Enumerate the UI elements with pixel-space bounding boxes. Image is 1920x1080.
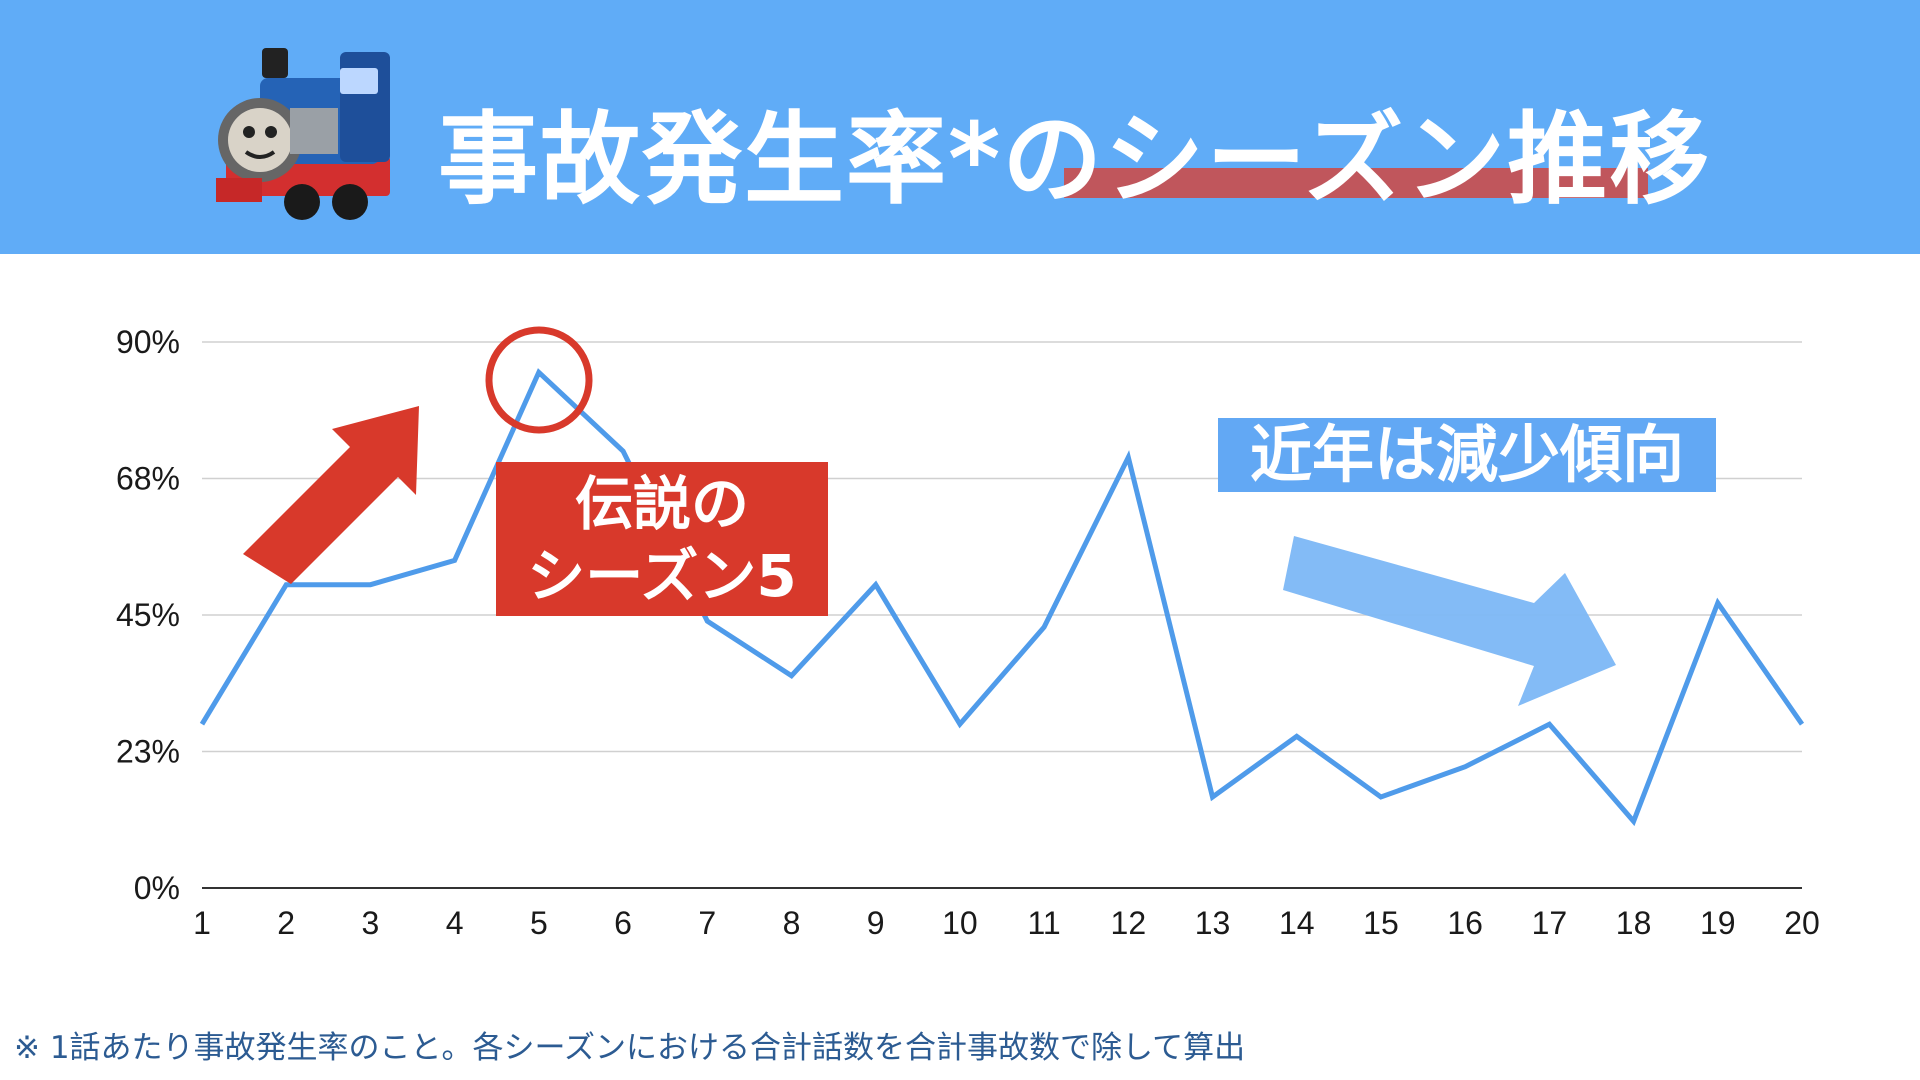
arrow-up-right-icon <box>243 406 419 584</box>
x-tick-label: 20 <box>1784 905 1820 941</box>
x-tick-label: 2 <box>277 905 295 941</box>
gridlines <box>202 341 1802 753</box>
x-tick-label: 10 <box>942 905 978 941</box>
line-chart: 0%23%45%68%90% 1 2 3 4 5 6 7 8 9 10 11 12 13 14 15 16 17… <box>116 324 1820 941</box>
x-tick-label: 6 <box>614 905 632 941</box>
x-tick-label: 8 <box>783 905 801 941</box>
y-tick-label: 0% <box>134 870 180 906</box>
y-tick-label: 68% <box>116 461 180 497</box>
season5-callout: 伝説の シーズン5 <box>496 462 828 616</box>
x-tick-label: 17 <box>1532 905 1568 941</box>
series-line <box>199 368 1805 827</box>
x-tick-label: 5 <box>530 905 548 941</box>
season5-callout-line2: シーズン5 <box>527 542 797 610</box>
highlight-circle-icon <box>485 326 593 434</box>
x-tick-label: 1 <box>193 905 211 941</box>
y-axis-ticks: 0% 23% 45% 68% 90% <box>116 324 180 906</box>
header-banner: 事故発生率*のシーズン推移 <box>0 0 1920 254</box>
arrow-down-right-icon <box>1283 536 1616 706</box>
page-title: 事故発生率*のシーズン推移 <box>438 101 1712 218</box>
recent-decline-callout: 近年は減少傾向 <box>1218 418 1716 492</box>
y-tick-label: 45% <box>116 597 180 633</box>
x-tick-label: 7 <box>698 905 716 941</box>
x-tick-label: 9 <box>867 905 885 941</box>
x-tick-label: 12 <box>1111 905 1147 941</box>
footnote: ※ 1話あたり事故発生率のこと。各シーズンにおける合計話数を合計事故数で除して算… <box>14 1030 1246 1066</box>
x-tick-label: 16 <box>1447 905 1483 941</box>
x-axis-ticks: 1 2 3 4 5 6 7 8 9 10 11 12 13 14 15 16 17 18 19 20 <box>193 905 1820 941</box>
x-tick-label: 3 <box>362 905 380 941</box>
x-tick-label: 15 <box>1363 905 1399 941</box>
x-tick-label: 18 <box>1616 905 1652 941</box>
x-tick-label: 19 <box>1700 905 1736 941</box>
x-tick-label: 4 <box>446 905 464 941</box>
x-tick-label: 14 <box>1279 905 1315 941</box>
x-tick-label: 11 <box>1027 905 1060 941</box>
y-tick-label: 23% <box>116 734 180 770</box>
title-underline <box>1064 168 1648 198</box>
season5-callout-line1: 伝説の <box>574 470 749 538</box>
x-tick-label: 13 <box>1195 905 1231 941</box>
y-tick-label: 90% <box>116 324 180 360</box>
thomas-train-icon <box>216 48 390 220</box>
